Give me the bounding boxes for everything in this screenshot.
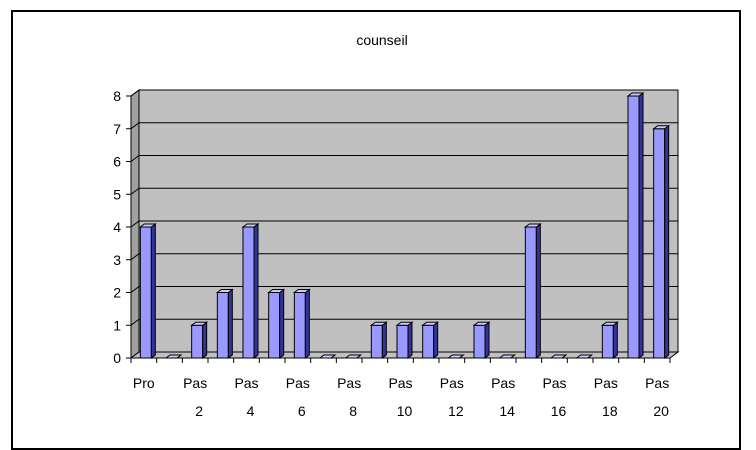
gridline bbox=[130, 318, 678, 326]
bar bbox=[241, 223, 260, 359]
x-tick-label-line2: 6 bbox=[298, 403, 306, 419]
x-tick-label: Pas bbox=[440, 375, 464, 391]
x-tick-label: Pro bbox=[133, 375, 155, 391]
x-tick-label-line2: 18 bbox=[602, 403, 618, 419]
bar bbox=[190, 321, 209, 359]
y-tick-label: 7 bbox=[113, 121, 121, 137]
x-tick-label-line2: 8 bbox=[349, 403, 357, 419]
x-tick-label-line2: 14 bbox=[499, 403, 515, 419]
y-tick-label: 5 bbox=[113, 186, 121, 202]
x-tick-label: Pas bbox=[337, 375, 361, 391]
gridline bbox=[130, 187, 678, 195]
x-tick-label-line2: 10 bbox=[397, 403, 413, 419]
x-tick-label: Pas bbox=[542, 375, 566, 391]
x-tick-label: Pas bbox=[234, 375, 258, 391]
bar bbox=[292, 288, 311, 359]
x-tick-label: Pas bbox=[645, 375, 669, 391]
bar bbox=[575, 354, 594, 359]
x-tick-label-line2: 20 bbox=[653, 403, 669, 419]
gridline bbox=[130, 286, 678, 293]
x-tick-label-line2: 16 bbox=[551, 403, 567, 419]
x-tick-label-line2: 12 bbox=[448, 403, 464, 419]
chart-title: counseil bbox=[356, 32, 407, 48]
x-tick-label: Pas bbox=[491, 375, 515, 391]
bar bbox=[472, 321, 491, 359]
x-tick-label: Pas bbox=[388, 375, 412, 391]
x-tick-label: Pas bbox=[183, 375, 207, 391]
gridline bbox=[130, 155, 678, 162]
bar bbox=[600, 321, 619, 359]
y-tick-label: 2 bbox=[113, 285, 121, 301]
y-tick-label: 6 bbox=[113, 154, 121, 170]
x-tick-label-line2: 4 bbox=[247, 403, 255, 419]
x-tick-label: Pas bbox=[594, 375, 618, 391]
y-tick-label: 8 bbox=[113, 88, 121, 104]
bar bbox=[421, 321, 440, 359]
bar bbox=[652, 124, 671, 359]
bar bbox=[626, 92, 645, 359]
gridline bbox=[130, 89, 678, 97]
x-tick-label-line2: 2 bbox=[195, 403, 203, 419]
gridline bbox=[130, 253, 678, 261]
bar bbox=[523, 223, 542, 359]
gridline bbox=[130, 220, 678, 228]
bar bbox=[215, 288, 234, 359]
y-tick-label: 1 bbox=[113, 317, 121, 333]
bar bbox=[395, 321, 414, 359]
gridline bbox=[130, 122, 678, 130]
bar bbox=[369, 321, 388, 359]
x-tick-label: Pas bbox=[286, 375, 310, 391]
y-tick-label: 3 bbox=[113, 252, 121, 268]
bar bbox=[267, 288, 286, 359]
y-tick-label: 4 bbox=[113, 219, 121, 235]
bar bbox=[138, 223, 157, 359]
y-tick-label: 0 bbox=[113, 350, 121, 366]
